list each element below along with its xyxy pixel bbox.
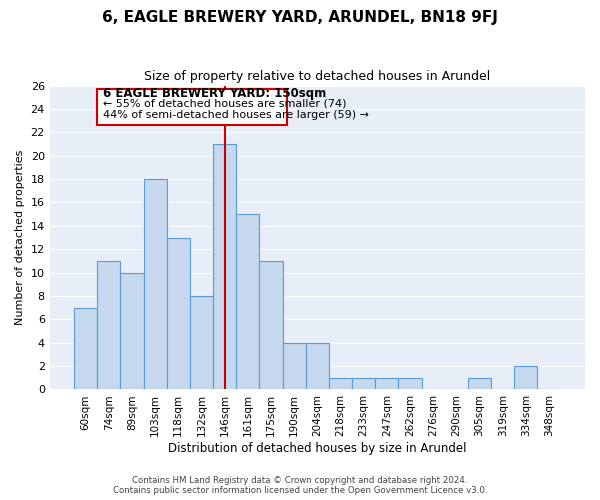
Bar xyxy=(259,261,283,390)
Bar xyxy=(352,378,375,390)
Title: Size of property relative to detached houses in Arundel: Size of property relative to detached ho… xyxy=(144,70,490,83)
Bar xyxy=(398,378,422,390)
Bar xyxy=(74,308,97,390)
Y-axis label: Number of detached properties: Number of detached properties xyxy=(15,150,25,325)
Bar xyxy=(213,144,236,390)
Text: Contains HM Land Registry data © Crown copyright and database right 2024.
Contai: Contains HM Land Registry data © Crown c… xyxy=(113,476,487,495)
Text: 44% of semi-detached houses are larger (59) →: 44% of semi-detached houses are larger (… xyxy=(103,110,369,120)
Bar xyxy=(121,272,143,390)
X-axis label: Distribution of detached houses by size in Arundel: Distribution of detached houses by size … xyxy=(168,442,467,455)
Bar xyxy=(167,238,190,390)
Bar xyxy=(97,261,121,390)
Text: ← 55% of detached houses are smaller (74): ← 55% of detached houses are smaller (74… xyxy=(103,98,346,108)
Bar xyxy=(514,366,538,390)
Text: 6 EAGLE BREWERY YARD: 150sqm: 6 EAGLE BREWERY YARD: 150sqm xyxy=(103,86,326,100)
Bar xyxy=(236,214,259,390)
Bar xyxy=(143,179,167,390)
Bar xyxy=(468,378,491,390)
Bar xyxy=(190,296,213,390)
Text: 6, EAGLE BREWERY YARD, ARUNDEL, BN18 9FJ: 6, EAGLE BREWERY YARD, ARUNDEL, BN18 9FJ xyxy=(102,10,498,25)
Bar xyxy=(306,342,329,390)
FancyBboxPatch shape xyxy=(97,89,287,126)
Bar xyxy=(375,378,398,390)
Bar xyxy=(283,342,306,390)
Bar xyxy=(329,378,352,390)
